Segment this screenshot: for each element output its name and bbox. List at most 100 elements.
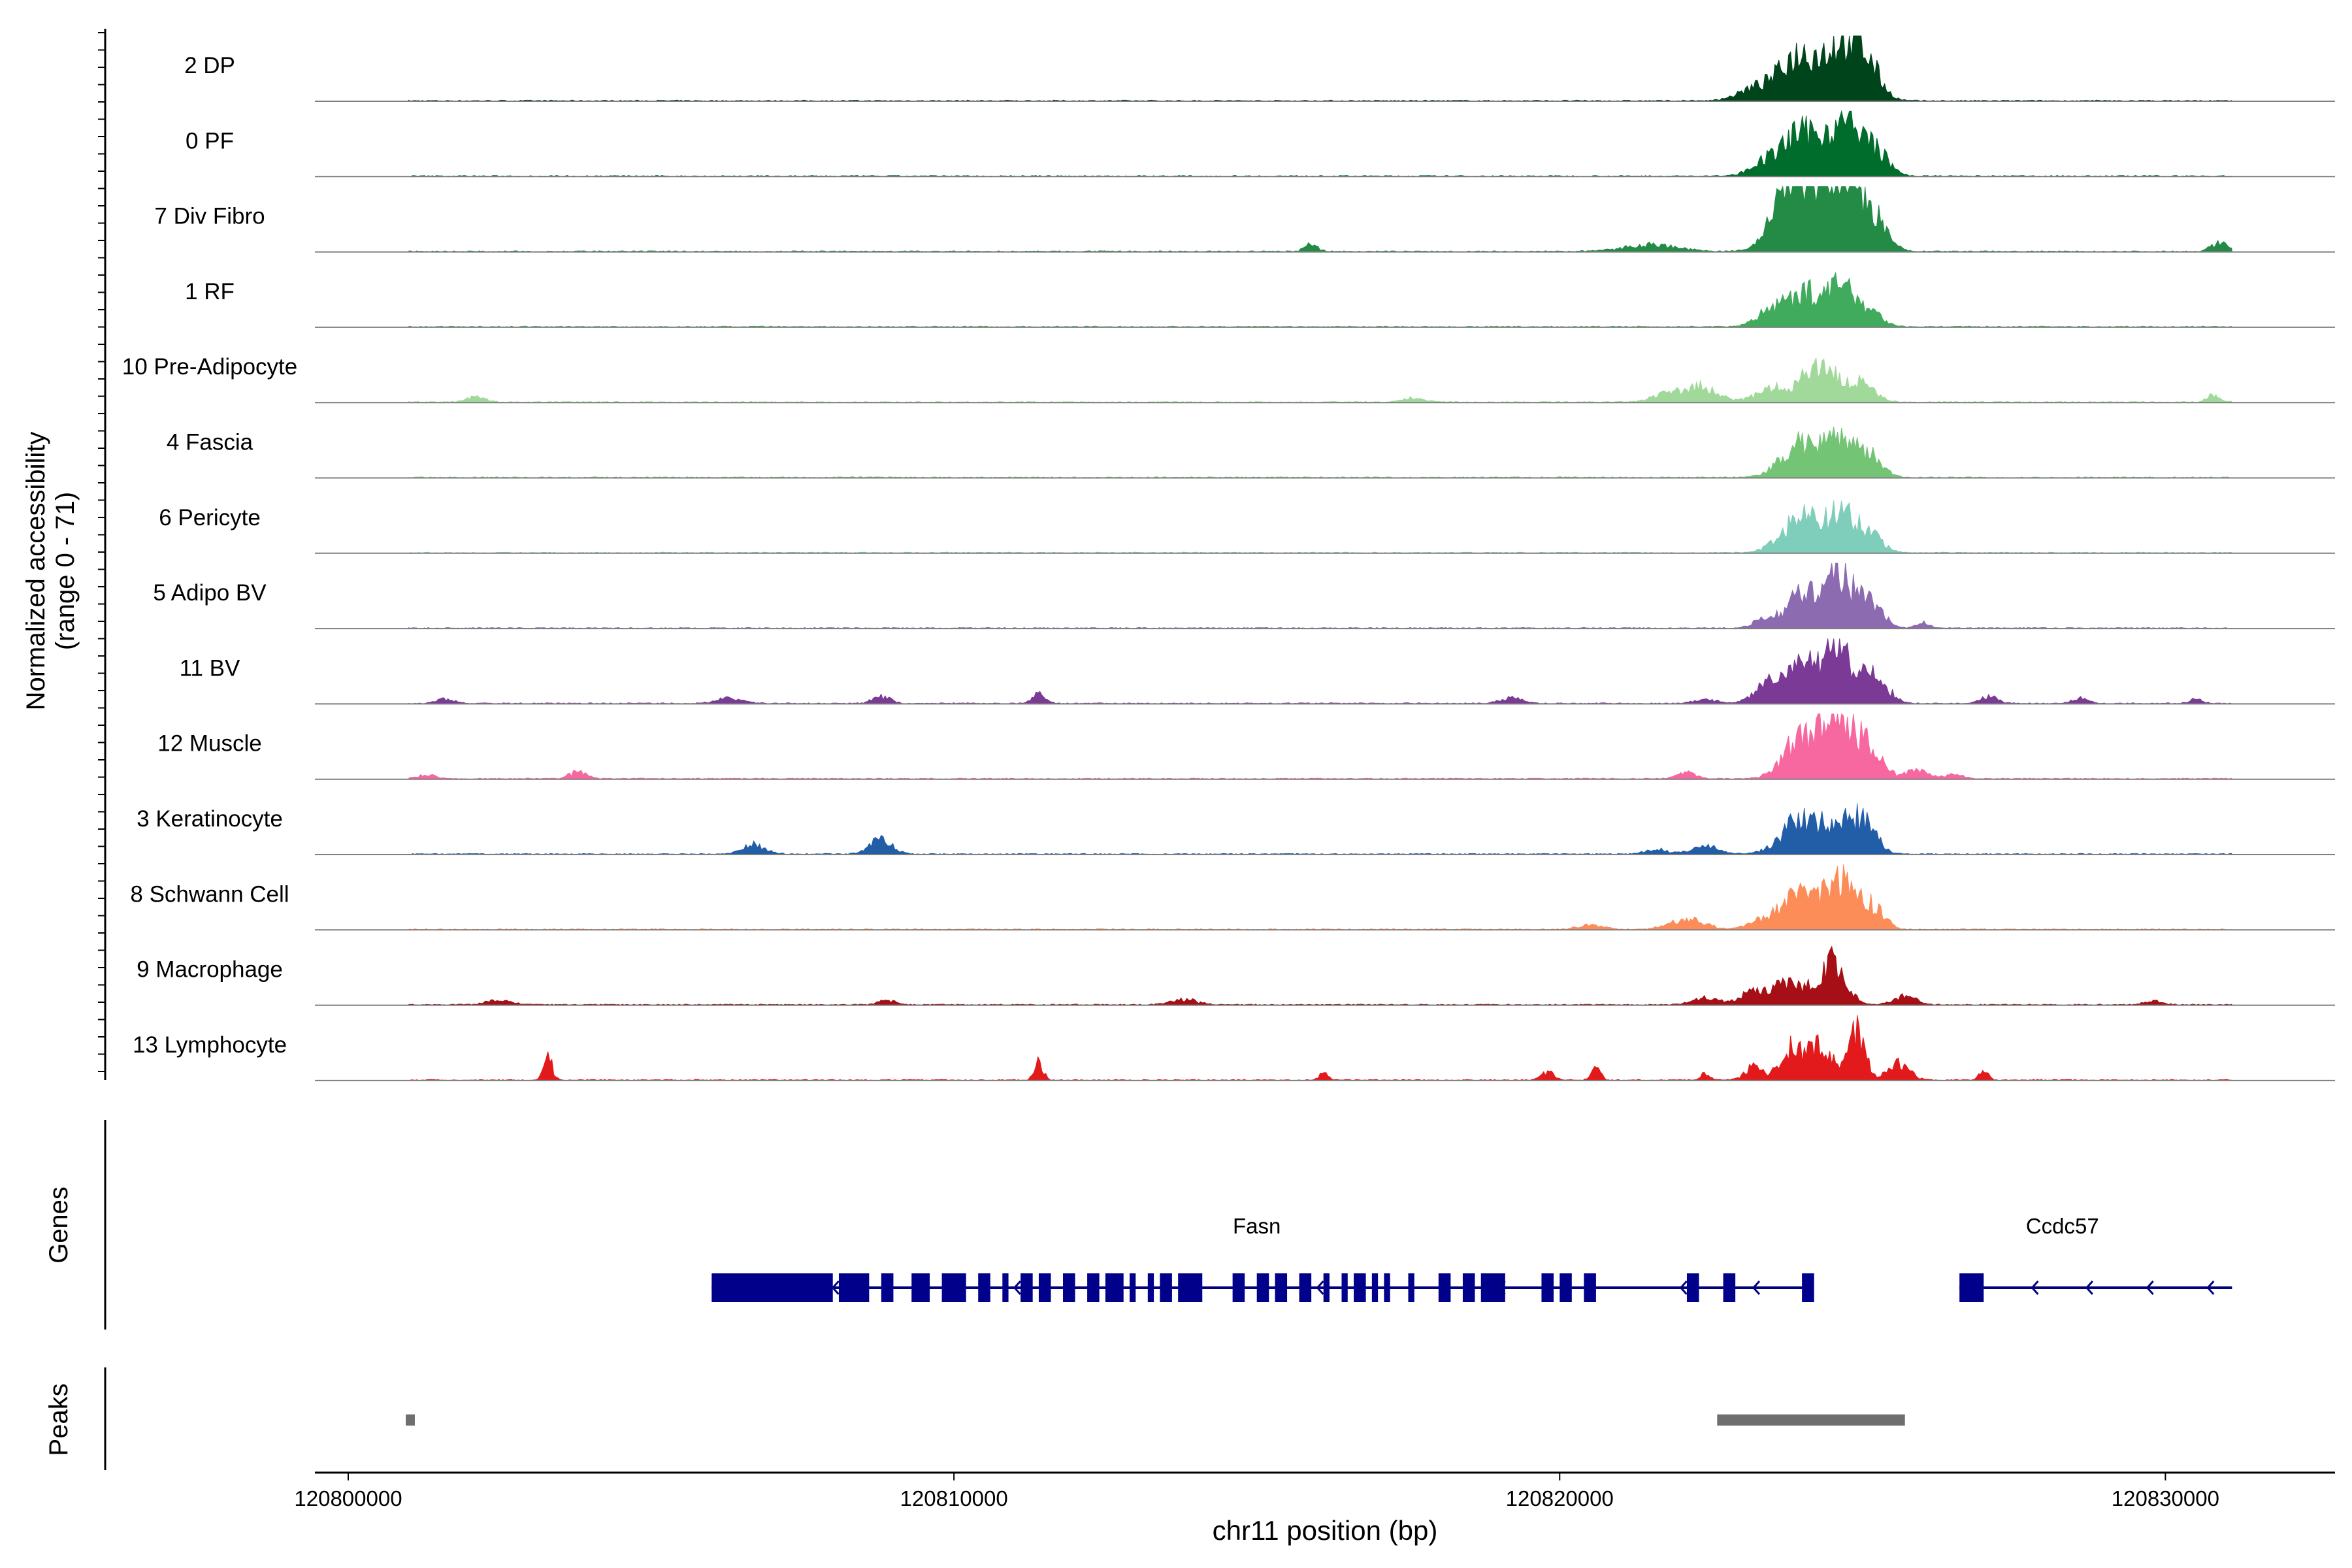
x-tick-label: 120830000 [2112, 1486, 2219, 1511]
strand-arrow [1013, 1280, 1021, 1296]
gene-exon [1438, 1273, 1451, 1302]
gene-exon [1002, 1273, 1009, 1302]
coverage-area [408, 638, 2233, 704]
track-13: 9 Macrophage [137, 945, 2335, 1006]
gene-annotation-track: Fasn Ccdc57 [711, 1214, 2232, 1302]
gene-exon [1959, 1273, 1984, 1302]
coverage-area [408, 864, 2233, 930]
track-8: 5 Adipo BV [153, 563, 2335, 630]
x-tick-label: 120800000 [294, 1486, 402, 1511]
gene-exon [1408, 1273, 1414, 1302]
peak-regions-track [406, 1414, 1905, 1426]
genes-label: Genes [44, 1186, 73, 1264]
gene-exon [1105, 1273, 1124, 1302]
track-9: 11 BV [180, 638, 2335, 705]
track-5: 10 Pre-Adipocyte [122, 354, 2335, 404]
strand-arrow [1497, 1280, 1506, 1296]
track-label: 12 Muscle [157, 731, 262, 757]
x-axis-ticks: 120800000 120810000 120820000 120830000 [294, 1473, 2219, 1511]
gene-exon [1256, 1273, 1269, 1302]
gene-exon [1584, 1273, 1596, 1302]
track-label: 4 Fascia [167, 430, 253, 455]
gene-exon [941, 1273, 966, 1302]
track-1: 2 DP [184, 35, 2335, 102]
gene-exon [911, 1273, 930, 1302]
track-label: 8 Schwann Cell [130, 881, 289, 907]
track-7: 6 Pericyte [159, 500, 2335, 554]
strand-arrow [2146, 1280, 2154, 1296]
coverage-area [408, 945, 2233, 1006]
gene-ccdc57: Ccdc57 [1959, 1214, 2232, 1302]
strand-arrow [2031, 1280, 2039, 1296]
peaks-label: Peaks [44, 1383, 73, 1456]
x-axis-title: chr11 position (bp) [1213, 1515, 1438, 1546]
gene-exon [881, 1273, 894, 1302]
gene-exon [1021, 1273, 1033, 1302]
track-4: 1 RF [185, 271, 2335, 328]
coverage-area [408, 271, 2233, 328]
coverage-area [408, 1015, 2233, 1081]
y-axis-title-line2: (range 0 - 71) [51, 492, 80, 650]
peak-region [406, 1414, 415, 1426]
gene-exon [1038, 1273, 1051, 1302]
gene-exon [1686, 1273, 1699, 1302]
gene-exon [1087, 1273, 1100, 1302]
gene-exon [1371, 1273, 1379, 1302]
track-3: 7 Div Fibro [154, 185, 2335, 253]
gene-exon [1063, 1273, 1075, 1302]
track-label: 3 Keratinocyte [137, 806, 283, 832]
coverage-area [408, 357, 2233, 403]
track-label: 9 Macrophage [137, 957, 283, 983]
gene-exon [1541, 1273, 1554, 1302]
gene-exon [1323, 1273, 1330, 1302]
coverage-area [408, 35, 2233, 102]
track-label: 10 Pre-Adipocyte [122, 354, 297, 380]
gene-exon [1480, 1273, 1505, 1302]
strand-arrow [1316, 1280, 1324, 1296]
x-tick-label: 120810000 [900, 1486, 1008, 1511]
coverage-area [408, 500, 2233, 554]
gene-exon [1275, 1273, 1288, 1302]
coverage-area [408, 563, 2233, 629]
gene-exon [711, 1273, 833, 1302]
gene-exon [1178, 1273, 1203, 1302]
track-label: 6 Pericyte [159, 505, 261, 531]
coverage-area [408, 803, 2233, 855]
track-label: 13 Lymphocyte [133, 1032, 287, 1058]
track-label: 2 DP [184, 53, 235, 78]
gene-label: Fasn [1233, 1214, 1281, 1238]
gene-exon [838, 1273, 870, 1302]
track-12: 8 Schwann Cell [130, 864, 2335, 931]
coverage-area [408, 185, 2232, 253]
gene-exon [1723, 1273, 1736, 1302]
coverage-tracks: 2 DP 0 PF 7 Div Fibro 1 RF 10 Pre-Adipocyte 4… [122, 35, 2335, 1081]
gene-exon [1802, 1273, 1814, 1302]
gene-fasn: Fasn [711, 1214, 1814, 1302]
track-label: 0 PF [186, 128, 234, 154]
gene-exon [978, 1273, 990, 1302]
strand-arrow [2085, 1280, 2093, 1296]
gene-exon [1462, 1273, 1475, 1302]
track-10: 12 Muscle [157, 713, 2335, 780]
x-tick-label: 120820000 [1506, 1486, 1614, 1511]
gene-exon [1341, 1273, 1348, 1302]
track-2: 0 PF [186, 110, 2335, 178]
track-14: 13 Lymphocyte [133, 1015, 2335, 1081]
gene-exon [1560, 1273, 1572, 1302]
track-6: 4 Fascia [167, 427, 2335, 479]
track-11: 3 Keratinocyte [137, 803, 2335, 855]
gene-exon [1160, 1273, 1172, 1302]
gene-exon [1384, 1273, 1390, 1302]
gene-exon [1299, 1273, 1312, 1302]
strand-arrow [831, 1280, 840, 1296]
track-label: 1 RF [185, 279, 235, 304]
coverage-area [408, 110, 2233, 177]
strand-arrow [2206, 1280, 2215, 1296]
track-label: 5 Adipo BV [153, 580, 267, 606]
track-label: 7 Div Fibro [154, 204, 265, 229]
gene-exon [1232, 1273, 1245, 1302]
strand-arrow [1679, 1280, 1688, 1296]
gene-exon [1147, 1273, 1154, 1302]
gene-exon [1354, 1273, 1366, 1302]
